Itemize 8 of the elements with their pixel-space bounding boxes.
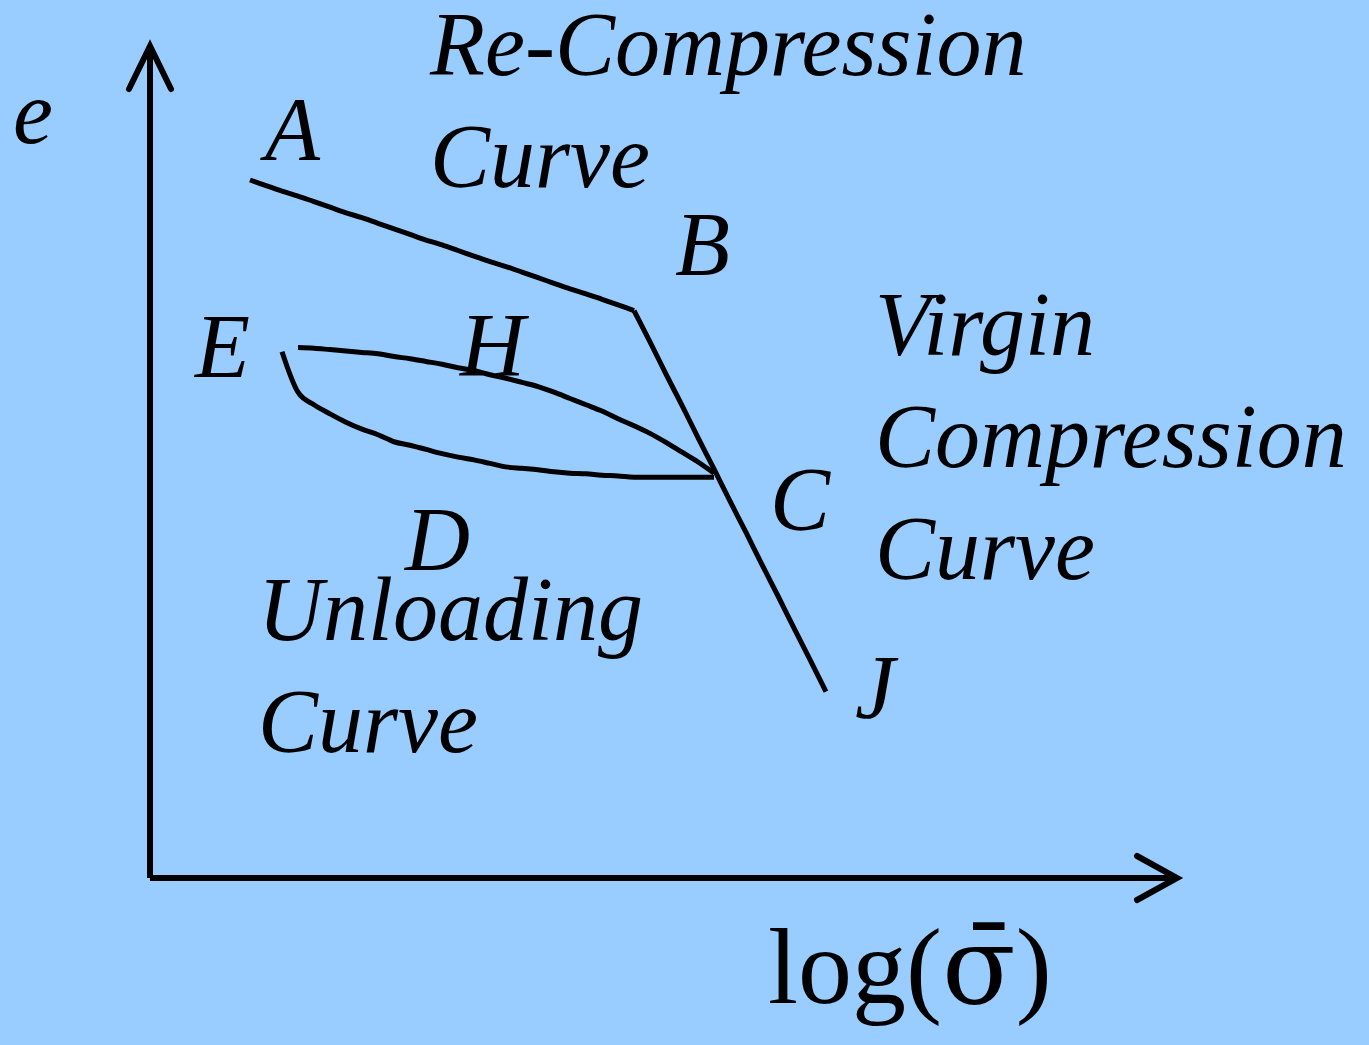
annotation: C xyxy=(770,450,831,549)
text: J xyxy=(855,638,899,737)
text: A xyxy=(260,80,321,179)
annotation: E xyxy=(193,297,250,396)
x-axis-title: log(σ̄) xyxy=(768,903,1052,1028)
annotation: H xyxy=(459,296,530,395)
y-axis-title: e xyxy=(13,63,53,162)
text: Virgin Compression Curve xyxy=(875,275,1347,598)
